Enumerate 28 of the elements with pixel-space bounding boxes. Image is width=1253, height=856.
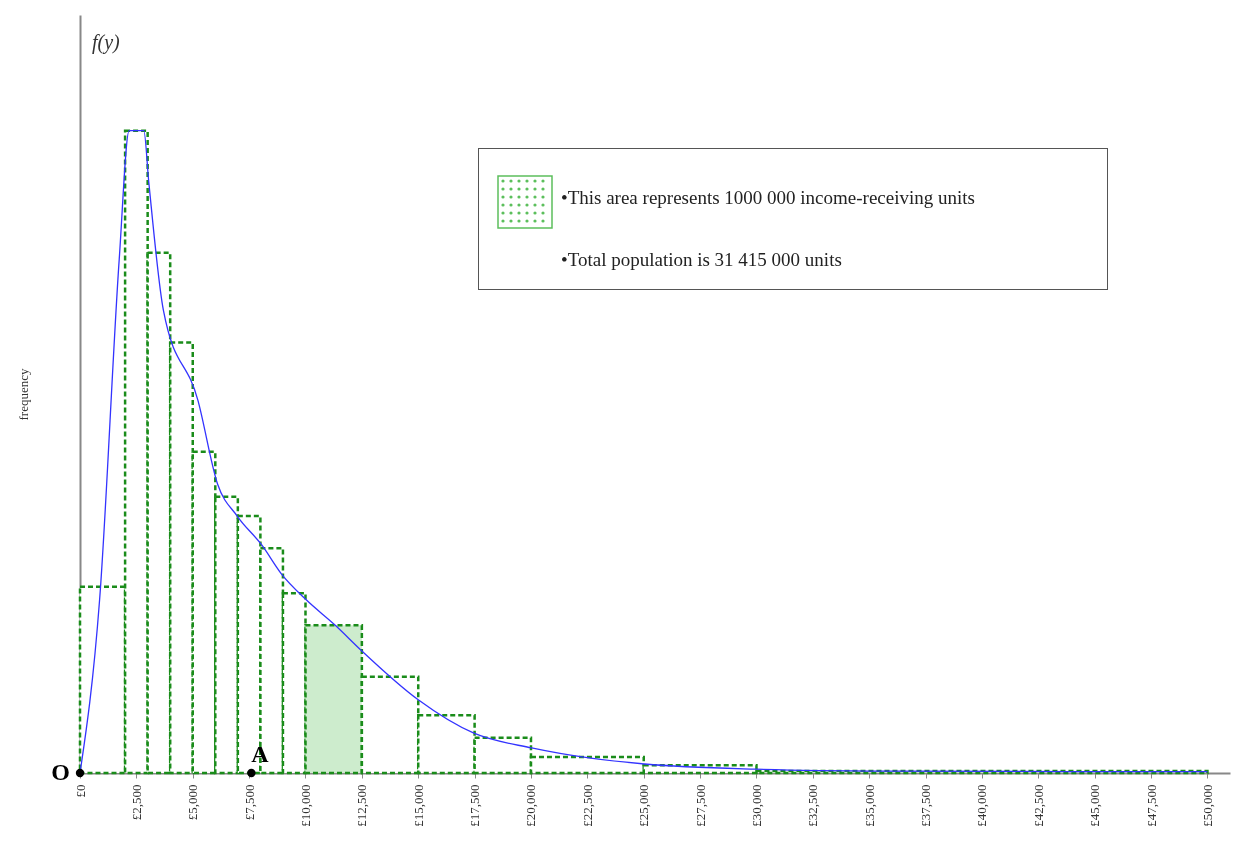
annotation: A: [251, 741, 270, 767]
x-tick-label: £2,500: [128, 784, 144, 821]
x-tick-label: £22,500: [579, 784, 595, 827]
text: f(y): [92, 31, 121, 54]
x-tick-label: £25,000: [636, 784, 652, 827]
x-tick-label: £27,500: [692, 784, 708, 827]
x-tick-label: £10,000: [297, 784, 313, 827]
x-tick-label: £37,500: [918, 784, 934, 827]
x-tick-label: £45,000: [1087, 784, 1103, 827]
x-tick-label: £12,500: [354, 784, 370, 827]
x-tick-label: £35,000: [861, 784, 877, 827]
x-tick-label: £30,000: [748, 784, 764, 827]
x-tick-label: £5,000: [185, 784, 201, 821]
annotation: •This area represents 1000 000 income-receiving units: [561, 187, 975, 209]
y-axis-title: frequency: [15, 368, 31, 421]
x-tick-label: £42,500: [1030, 784, 1046, 827]
x-tick-label: £47,500: [1143, 784, 1159, 827]
x-tick-label: £0: [72, 784, 88, 798]
annotation: •Total population is 31 415 000 units: [561, 249, 842, 271]
x-tick-label: £17,500: [467, 784, 483, 827]
x-tick-label: £15,000: [410, 784, 426, 827]
x-tick-label: £32,500: [805, 784, 821, 827]
x-tick-label: £50,000: [1199, 784, 1215, 827]
x-tick-label: £40,000: [974, 784, 990, 827]
annotation: O: [51, 759, 70, 785]
x-tick-label: £7,500: [241, 784, 257, 821]
note-box: •This area represents 1000 000 income-receiving units •Total population is 31 415 000 units: [478, 148, 1108, 290]
x-tick-label: £20,000: [523, 784, 539, 827]
